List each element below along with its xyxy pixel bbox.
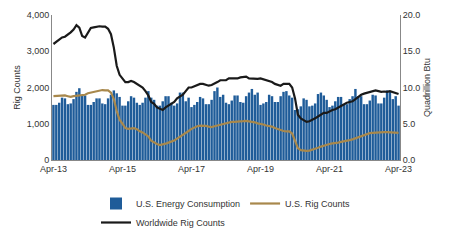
svg-text:U.S. Energy Consumption: U.S. Energy Consumption bbox=[136, 199, 240, 209]
svg-text:1,000: 1,000 bbox=[27, 119, 50, 129]
svg-text:2,000: 2,000 bbox=[27, 83, 50, 93]
svg-text:Apr-13: Apr-13 bbox=[40, 164, 67, 174]
svg-text:Apr-23: Apr-23 bbox=[385, 164, 412, 174]
svg-text:0: 0 bbox=[44, 155, 49, 165]
svg-text:20.0: 20.0 bbox=[403, 10, 421, 20]
svg-text:4,000: 4,000 bbox=[27, 10, 50, 20]
svg-text:Apr-17: Apr-17 bbox=[178, 164, 205, 174]
svg-text:15.0: 15.0 bbox=[403, 46, 421, 56]
svg-text:Quadrillion Btu: Quadrillion Btu bbox=[422, 58, 432, 117]
svg-text:3,000: 3,000 bbox=[27, 46, 50, 56]
svg-text:U.S. Rig Counts: U.S. Rig Counts bbox=[285, 199, 350, 209]
svg-text:Worldwide Rig Counts: Worldwide Rig Counts bbox=[136, 218, 225, 228]
svg-text:0.0: 0.0 bbox=[403, 155, 416, 165]
svg-text:5.0: 5.0 bbox=[403, 119, 416, 129]
svg-text:Rig Counts: Rig Counts bbox=[12, 65, 22, 110]
svg-text:Apr-21: Apr-21 bbox=[316, 164, 343, 174]
svg-text:10.0: 10.0 bbox=[403, 83, 421, 93]
svg-text:Apr-19: Apr-19 bbox=[247, 164, 274, 174]
svg-text:Apr-15: Apr-15 bbox=[109, 164, 136, 174]
